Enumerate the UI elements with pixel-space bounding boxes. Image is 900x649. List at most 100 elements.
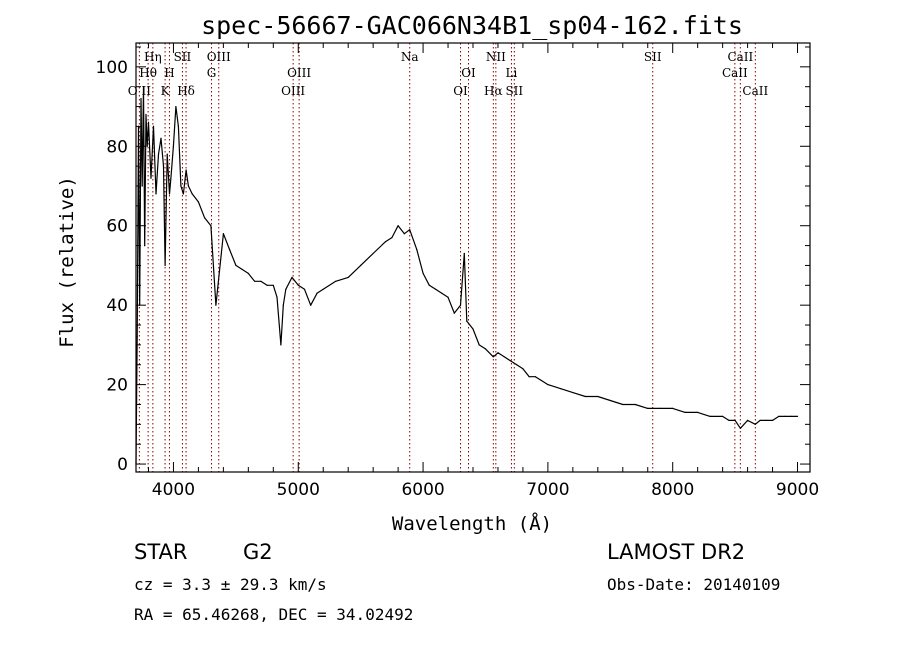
spectrum-point [166,153,168,155]
y-tick-label: 100 [96,58,128,78]
spectral-line-label: SII [174,50,192,64]
y-axis: 0 20 40 60 80 100 [96,46,810,475]
spectrum-point [747,419,749,421]
spectral-line-label: K [161,84,171,98]
spectrum-point [180,185,182,187]
spectrum-point [441,292,443,294]
spectrum-point [147,121,150,123]
spectrum-point [739,427,742,429]
spectrum-point [622,403,624,406]
spectral-line-label: Hθ [139,66,157,80]
spectrum-point [157,153,160,155]
spectral-line-label: Hα [484,84,503,98]
spectral-line-label: CaII [727,50,753,64]
spectrum-point [709,415,711,417]
spectrum-point [528,376,530,378]
spectrum-point [428,284,430,286]
spectrum-point [335,280,337,282]
spectrum-point [728,419,730,421]
spectrum-point [778,415,780,417]
spectrum-point [291,276,293,278]
spectrum-point [759,419,761,421]
spectrum-point [172,145,174,147]
spectrum-point [409,229,411,231]
x-tick-label: 6000 [401,480,444,500]
spectrum-point [222,233,224,235]
spectrum-point [210,225,212,227]
spectrum-point [241,268,243,270]
obs-date: Obs-Date: 20140109 [607,575,780,594]
spectrum-point [162,165,165,167]
spectral-line-markers [138,43,756,472]
redshift-text: cz = 3.3 ± 29.3 km/s [134,575,327,594]
spectrum-point [796,415,799,417]
x-tick-label: 8000 [651,480,694,500]
spectral-line-label: G [207,66,217,80]
y-tick-label: 40 [106,296,128,316]
x-tick-label: 5000 [277,480,320,500]
spectrum-point [765,419,767,421]
spectral-line-label: H [164,66,174,80]
spectrum-point [416,249,418,251]
spectrum-point [316,292,318,294]
spectrum-point [435,288,437,290]
spectrum-point [734,419,736,421]
y-tick-label: 60 [106,217,128,237]
spectral-line-label: SII [644,50,662,64]
spectrum-point [280,344,282,346]
spectrum-point [385,241,387,243]
spectral-line-label: O II [128,84,151,98]
spectrum-point [310,304,312,306]
spectrum-point [254,280,256,282]
spectrum-point [422,272,424,274]
spectrum-point [722,415,724,417]
spectrum-point [185,169,187,171]
spectrum-point [584,395,586,398]
spectral-line-label: Hδ [177,84,195,98]
spectrum-point [360,264,362,266]
spectrum-point [204,217,206,219]
y-tick-label: 20 [106,376,128,396]
spectrum-point [146,145,148,147]
spectrum-point [403,233,405,235]
x-tick-label: 9000 [776,480,819,500]
spectrum-point [297,284,299,286]
spectrum-point [197,201,199,203]
spectrum-point [191,193,193,195]
spectrum-point [164,264,166,266]
spectrum-point [790,415,792,417]
spectrum-point [516,364,518,366]
spectrum-point [572,392,574,394]
spectrum-point [260,280,262,282]
y-axis-label: Flux (relative) [56,176,78,348]
spectral-line-label: SII [505,84,523,98]
spectral-line-label: OIII [287,66,311,80]
spectrum-point [466,320,468,322]
spectrum-point [597,395,599,398]
spectrum-point [534,376,537,378]
spectrum-point [647,407,649,409]
spectrum-point [160,137,162,139]
spectrum-point [141,185,143,187]
spectrum-point [459,304,462,306]
spectrum-point [187,185,189,187]
spectrum-point [266,284,268,286]
spectrum-point [150,177,152,179]
spectral-line-label: Li [506,66,518,80]
spectrum-point [229,249,231,251]
spectrum-point [282,304,284,306]
x-axis-label: Wavelength (Å) [392,512,552,535]
spectrum-point [547,384,549,386]
spectrum-point [155,193,157,195]
y-tick-label: 0 [117,455,128,475]
spectrum-point [522,368,524,370]
spectrum-point [347,276,349,278]
spectrum-point [322,288,324,290]
spectrum-point [235,264,237,266]
spectrum-point [168,193,171,195]
spectrum-point [484,348,487,350]
spectrum-point [634,403,636,406]
spectrum-point [182,193,184,195]
spectrum-point [509,360,511,362]
